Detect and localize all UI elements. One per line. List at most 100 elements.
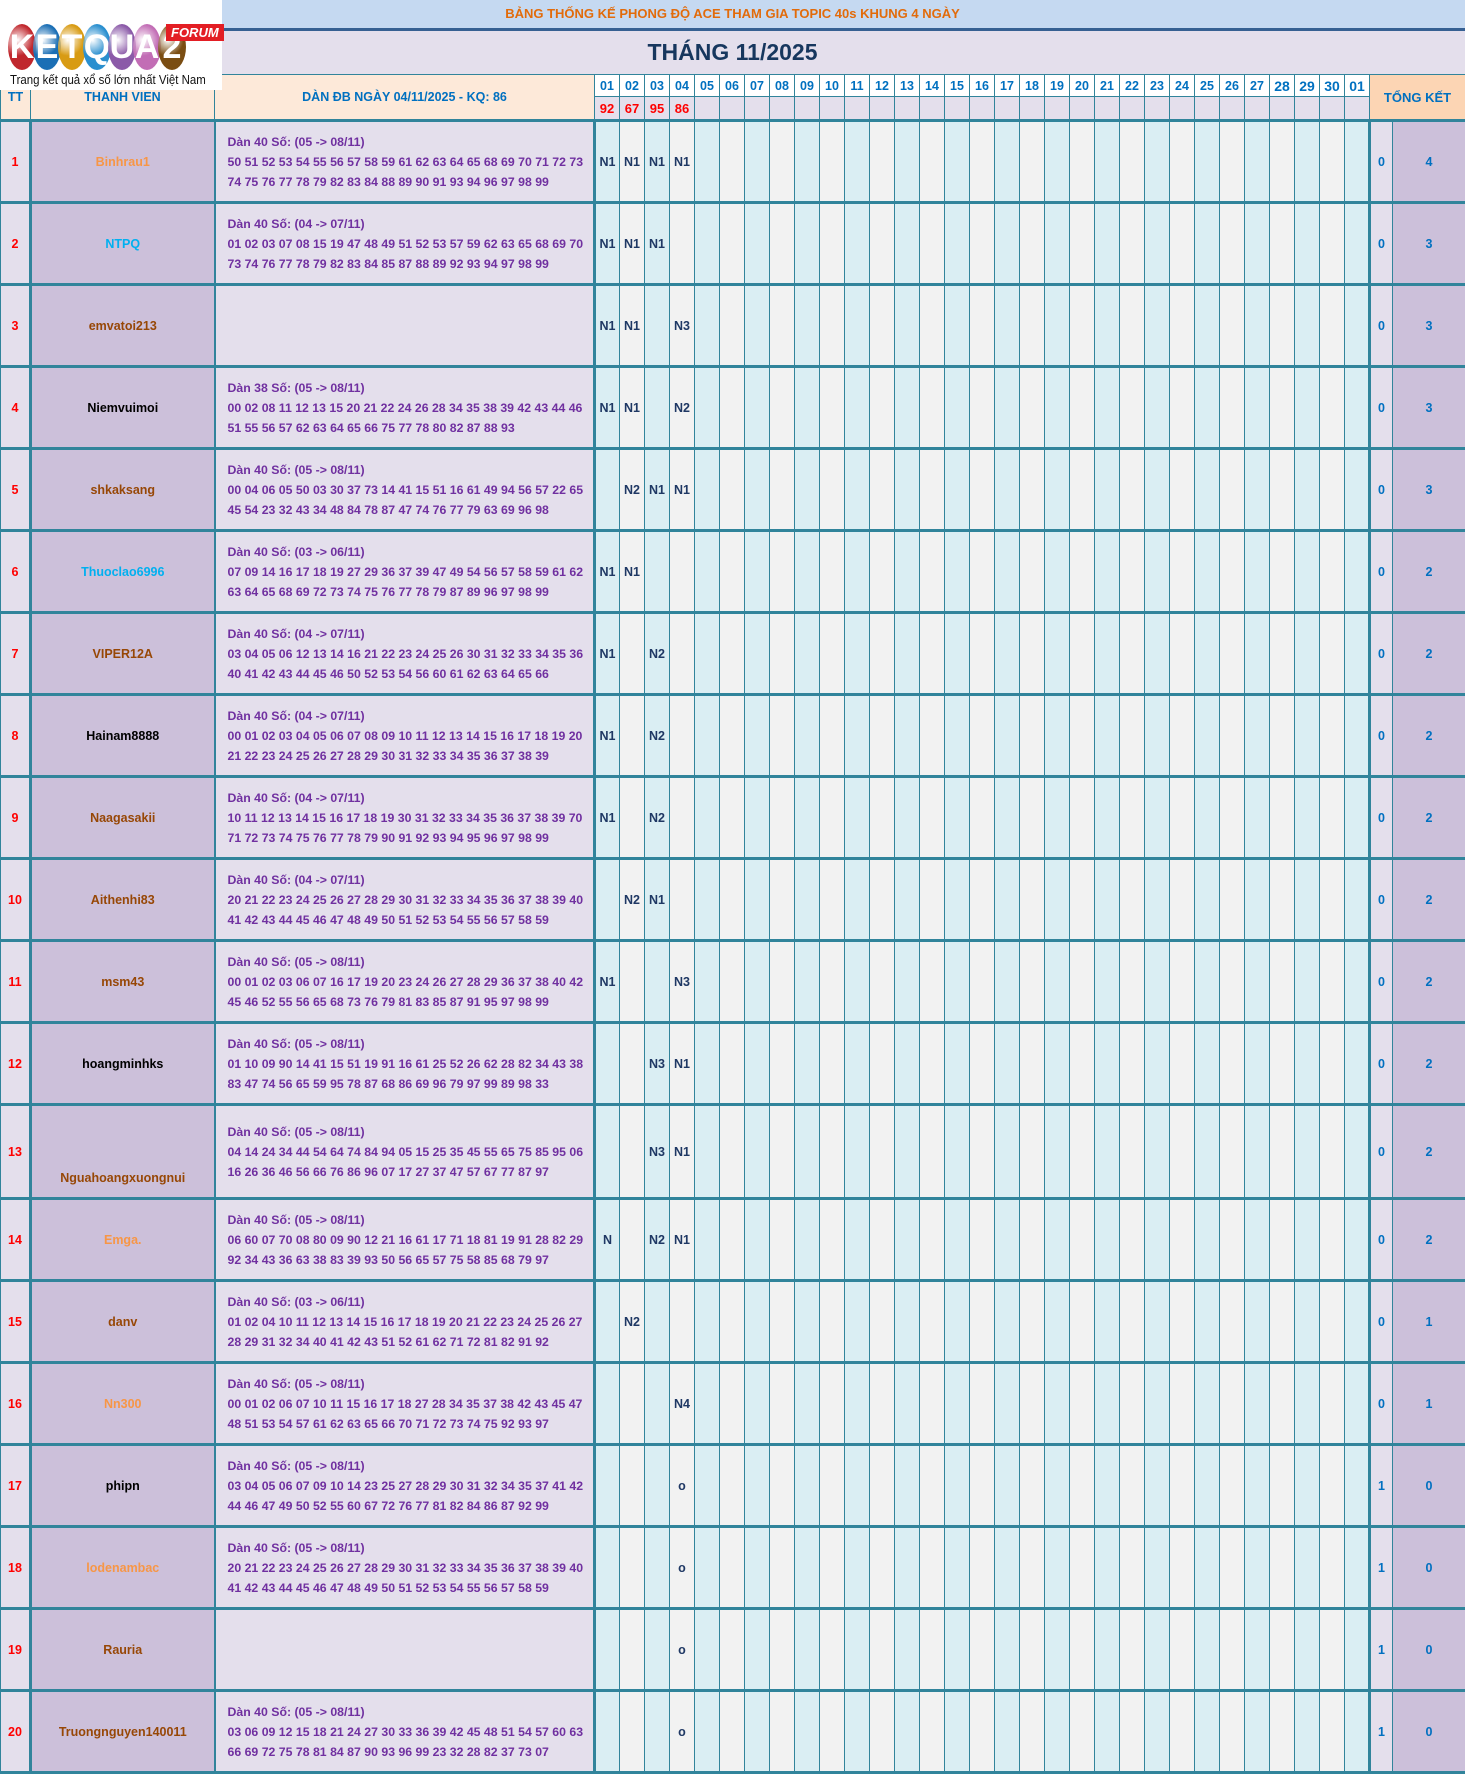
day-mark <box>1245 531 1270 613</box>
day-mark <box>695 1363 720 1445</box>
member-name: Hainam8888 <box>31 695 215 777</box>
logo-tagline: Trang kết quả xổ số lớn nhất Việt Nam <box>10 72 206 87</box>
day-mark <box>745 1281 770 1363</box>
day-mark <box>1270 1527 1295 1609</box>
day-mark <box>770 1105 795 1199</box>
day-mark <box>1070 1105 1095 1199</box>
day-mark <box>970 1445 995 1527</box>
day-mark <box>1320 859 1345 941</box>
day-mark <box>1270 367 1295 449</box>
day-mark <box>795 941 820 1023</box>
dan-numbers: 07 09 14 16 17 18 19 27 29 36 37 39 47 4… <box>228 562 594 582</box>
result-number <box>1220 97 1245 121</box>
day-mark <box>820 613 845 695</box>
day-mark <box>1195 777 1220 859</box>
day-mark: N1 <box>620 203 645 285</box>
day-mark <box>1195 121 1220 203</box>
day-mark <box>845 695 870 777</box>
day-mark <box>920 1363 945 1445</box>
dan-numbers: 03 04 05 06 12 13 14 16 21 22 23 24 25 2… <box>228 644 594 664</box>
day-mark <box>1045 1281 1070 1363</box>
row-number: 14 <box>1 1199 31 1281</box>
day-mark <box>1195 859 1220 941</box>
dan-title: Dàn 40 Số: (05 -> 08/11) <box>228 1456 594 1476</box>
day-mark <box>770 121 795 203</box>
day-mark <box>945 695 970 777</box>
day-mark <box>945 1691 970 1773</box>
day-mark <box>1345 203 1370 285</box>
day-mark <box>1220 1527 1245 1609</box>
day-mark <box>1195 1609 1220 1691</box>
day-mark <box>745 1199 770 1281</box>
day-mark <box>920 203 945 285</box>
result-number <box>695 97 720 121</box>
day-header: 28 <box>1270 75 1295 97</box>
day-mark <box>720 285 745 367</box>
day-mark <box>1045 285 1070 367</box>
day-mark <box>1245 449 1270 531</box>
dan-numbers: 16 26 36 46 56 66 76 86 96 07 17 27 37 4… <box>228 1162 594 1182</box>
day-mark <box>795 285 820 367</box>
day-mark <box>1120 1691 1145 1773</box>
result-number <box>1020 97 1045 121</box>
day-mark <box>795 859 820 941</box>
dan-numbers: 41 42 43 44 45 46 47 48 49 50 51 52 53 5… <box>228 910 594 930</box>
day-mark <box>920 285 945 367</box>
day-mark <box>720 1445 745 1527</box>
day-mark: N1 <box>670 1105 695 1199</box>
result-number <box>745 97 770 121</box>
day-mark <box>620 1527 645 1609</box>
day-mark <box>795 1445 820 1527</box>
summary-total: 2 <box>1393 695 1465 777</box>
day-mark <box>995 449 1020 531</box>
day-mark <box>670 777 695 859</box>
day-mark: N2 <box>645 695 670 777</box>
day-mark <box>1245 1527 1270 1609</box>
day-mark <box>820 859 845 941</box>
day-mark <box>1120 859 1145 941</box>
day-mark <box>620 1363 645 1445</box>
day-mark <box>820 1199 845 1281</box>
day-mark <box>770 1445 795 1527</box>
day-mark: N1 <box>595 941 620 1023</box>
day-mark: N2 <box>645 1199 670 1281</box>
day-mark <box>795 531 820 613</box>
dan-title: Dàn 40 Số: (04 -> 07/11) <box>228 624 594 644</box>
day-mark <box>1295 449 1320 531</box>
day-mark <box>1020 1199 1045 1281</box>
day-mark <box>970 1691 995 1773</box>
day-mark <box>1070 285 1095 367</box>
dan-cell: Dàn 40 Số: (05 -> 08/11)03 04 05 06 07 0… <box>215 1445 595 1527</box>
day-mark <box>995 859 1020 941</box>
day-mark <box>1170 449 1195 531</box>
day-mark <box>1020 1105 1045 1199</box>
day-mark <box>895 285 920 367</box>
day-mark <box>1220 1691 1245 1773</box>
day-mark <box>1045 1445 1070 1527</box>
row-number: 5 <box>1 449 31 531</box>
day-mark <box>1295 1691 1320 1773</box>
day-mark <box>1120 1363 1145 1445</box>
day-header: 07 <box>745 75 770 97</box>
day-mark <box>1270 695 1295 777</box>
day-header: 01 <box>1345 75 1370 97</box>
dan-cell: Dàn 40 Số: (05 -> 08/11)04 14 24 34 44 5… <box>215 1105 595 1199</box>
summary-o-count: 0 <box>1370 1023 1393 1105</box>
day-mark <box>720 1609 745 1691</box>
day-mark: o <box>670 1691 695 1773</box>
day-mark <box>1245 1281 1270 1363</box>
dan-title: Dàn 40 Số: (05 -> 08/11) <box>228 952 594 972</box>
day-mark <box>1270 859 1295 941</box>
logo-badge: FORUM <box>166 24 224 41</box>
summary-o-count: 0 <box>1370 367 1393 449</box>
header-dan: DÀN ĐB NGÀY 04/11/2025 - KQ: 86 <box>215 75 595 121</box>
day-mark <box>745 777 770 859</box>
day-mark <box>945 613 970 695</box>
day-mark <box>1195 1281 1220 1363</box>
day-mark <box>1270 1691 1295 1773</box>
day-mark <box>945 1527 970 1609</box>
day-mark <box>1245 941 1270 1023</box>
day-mark <box>620 777 645 859</box>
